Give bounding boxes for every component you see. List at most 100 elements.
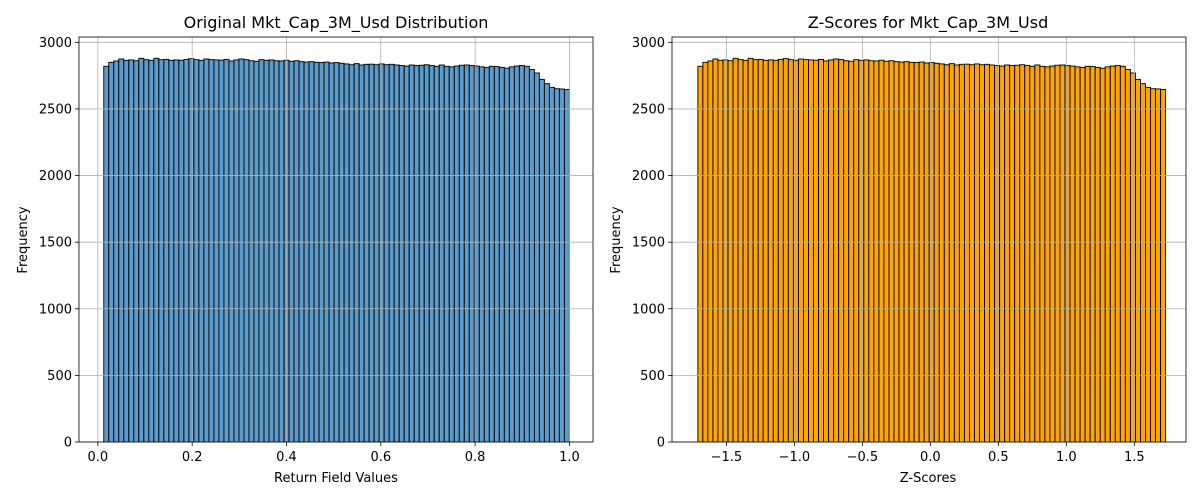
chart-original-y-tick-label: 0: [64, 436, 72, 451]
chart-zscores-bar: [908, 61, 915, 443]
chart-zscores-bar: [999, 65, 1006, 443]
chart-original-bar: [333, 62, 340, 443]
chart-zscores-bar: [1039, 65, 1046, 443]
chart-zscores-bar: [803, 59, 809, 443]
chart-zscores-y-ticks: 0 500 1000 1500 2000 2500 3000: [632, 36, 672, 451]
chart-zscores-bar: [868, 60, 875, 443]
chart-original: Original Mkt_Cap_3M_Usd Distribution 0.0…: [16, 13, 594, 486]
chart-original-bar: [468, 65, 475, 443]
chart-zscores-x-tick-label: 1.0: [1056, 450, 1077, 465]
chart-zscores-bar: [943, 64, 950, 443]
chart-zscores-bar: [747, 57, 754, 443]
chart-original-bar: [133, 60, 140, 443]
chart-zscores-bar: [772, 59, 779, 443]
chart-original-bar: [203, 58, 210, 443]
chart-original-bar: [183, 58, 190, 443]
chart-zscores-bar: [823, 60, 830, 443]
chart-original-bar: [533, 72, 540, 443]
chart-zscores-bar: [702, 61, 709, 443]
chart-zscores-bar: [1119, 65, 1126, 443]
chart-original-bar: [363, 63, 370, 443]
chart-zscores-bar: [1124, 69, 1131, 443]
chart-zscores-bar: [1009, 65, 1016, 443]
chart-original-bar: [243, 59, 250, 443]
chart-zscores-bar: [1004, 64, 1011, 443]
chart-zscores-ylabel: Frequency: [609, 206, 624, 273]
chart-original-xlabel: Return Field Values: [274, 471, 398, 486]
chart-zscores-bar: [863, 59, 870, 443]
chart-zscores-bar: [712, 58, 719, 443]
chart-zscores-bar: [853, 59, 860, 443]
chart-zscores: Z-Scores for Mkt_Cap_3M_Usd −1.5 −1.0 −0.5…: [609, 13, 1187, 486]
chart-original-bar: [388, 63, 395, 443]
chart-original-bar: [418, 64, 425, 443]
chart-original-bar: [368, 63, 375, 443]
chart-zscores-bar: [1034, 64, 1041, 443]
chart-zscores-x-tick-label: 0.0: [920, 450, 941, 465]
chart-original-bar: [103, 65, 110, 443]
chart-zscores-bar: [1099, 67, 1106, 443]
chart-zscores-y-tick-label: 1500: [632, 236, 665, 251]
chart-zscores-bar: [1140, 83, 1146, 443]
chart-original-bar: [563, 89, 570, 443]
chart-original-bar: [313, 61, 320, 443]
chart-original-bar: [338, 62, 345, 443]
chart-zscores-bar: [742, 59, 749, 443]
chart-zscores-bar: [898, 61, 905, 443]
chart-zscores-bar: [1114, 65, 1121, 443]
chart-zscores-bar: [918, 61, 925, 443]
chart-zscores-bars: [697, 57, 1167, 443]
chart-original-bar: [218, 59, 225, 443]
chart-original-bar: [438, 64, 445, 443]
chart-original-bar: [553, 88, 560, 443]
chart-original-bar: [453, 65, 460, 443]
chart-zscores-bar: [722, 59, 729, 443]
chart-original-bar: [403, 65, 410, 443]
chart-zscores-bar: [974, 63, 980, 443]
chart-original-bar: [543, 83, 550, 443]
chart-original-bar: [228, 60, 235, 443]
chart-original-bar: [508, 66, 515, 443]
chart-zscores-bar: [1109, 65, 1116, 443]
chart-zscores-bar: [928, 62, 935, 443]
chart-zscores-bar: [1024, 65, 1031, 443]
chart-zscores-bar: [833, 58, 840, 443]
chart-original-bars: [103, 57, 570, 443]
chart-zscores-bar: [913, 62, 920, 443]
chart-zscores-bar: [762, 59, 769, 443]
chart-original-frame: [78, 36, 594, 443]
chart-zscores-y-tick-label: 0: [657, 436, 665, 451]
chart-zscores-bar: [994, 65, 1001, 443]
chart-original-bar: [138, 57, 145, 443]
chart-original-bar: [523, 65, 530, 443]
chart-original-bar: [358, 64, 365, 443]
chart-zscores-bar: [1074, 66, 1081, 443]
chart-zscores-bar: [923, 62, 930, 443]
chart-zscores-bar: [958, 63, 965, 443]
chart-original-bar: [408, 64, 415, 443]
chart-original-y-tick-label: 500: [47, 369, 72, 384]
chart-zscores-bar: [938, 63, 945, 443]
chart-zscores-bar: [848, 60, 855, 443]
chart-zscores-bar: [808, 59, 814, 443]
chart-zscores-x-tick-label: 0.5: [988, 450, 1009, 465]
chart-zscores-bar: [858, 59, 865, 443]
chart-original-y-tick-label: 3000: [39, 36, 72, 51]
chart-zscores-bar: [1134, 78, 1141, 443]
chart-zscores-bar: [818, 58, 825, 443]
chart-original-bar: [558, 88, 565, 443]
chart-original-bar: [423, 64, 430, 443]
chart-zscores-bar: [953, 64, 960, 443]
chart-original-bar: [348, 64, 355, 443]
chart-original-bar: [233, 59, 240, 443]
chart-original-bar: [188, 58, 195, 443]
chart-original-bar: [208, 59, 215, 443]
chart-original-bar: [518, 65, 525, 443]
chart-zscores-bar: [968, 64, 975, 443]
chart-original-bar: [373, 64, 380, 443]
chart-zscores-bar: [1064, 65, 1071, 443]
chart-zscores-bar: [1054, 64, 1061, 443]
chart-original-bar: [288, 60, 295, 443]
chart-zscores-xlabel: Z-Scores: [900, 471, 957, 486]
chart-zscores-x-tick-label: 1.5: [1124, 450, 1145, 465]
